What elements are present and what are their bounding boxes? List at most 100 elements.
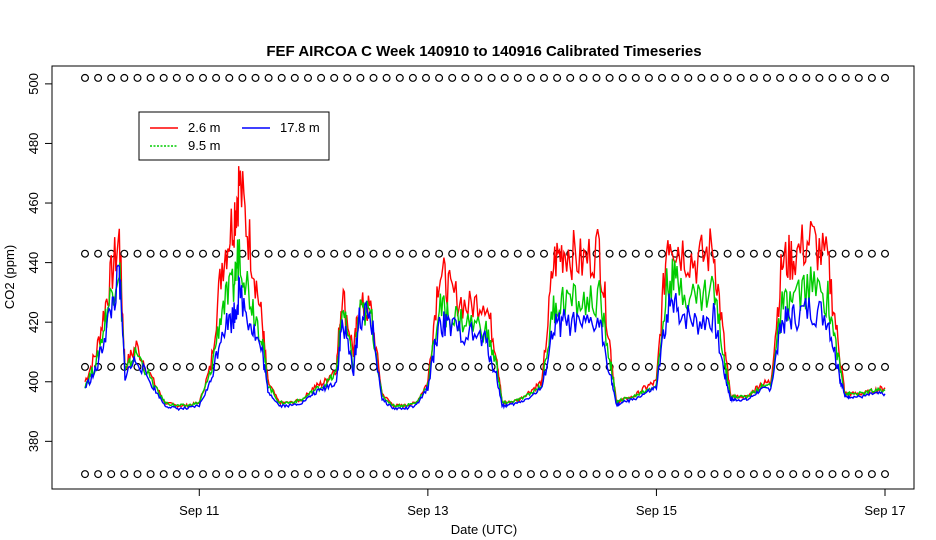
marker-point — [199, 470, 208, 479]
marker-point — [422, 73, 431, 82]
marker-point — [330, 362, 339, 371]
marker-point — [736, 470, 745, 479]
marker-point — [474, 73, 483, 82]
marker-point — [697, 362, 706, 371]
marker-point — [592, 73, 601, 82]
marker-point — [290, 249, 299, 258]
marker-point — [146, 362, 155, 371]
marker-point — [566, 470, 575, 479]
marker-point — [395, 249, 404, 258]
marker-point — [867, 470, 876, 479]
marker-rows — [80, 73, 889, 479]
marker-point — [762, 362, 771, 371]
marker-point — [513, 73, 522, 82]
x-axis-title: Date (UTC) — [451, 522, 517, 537]
marker-point — [80, 73, 89, 82]
marker-point — [710, 249, 719, 258]
marker-point — [867, 249, 876, 258]
marker-point — [776, 362, 785, 371]
marker-point — [644, 470, 653, 479]
marker-point — [631, 249, 640, 258]
marker-point — [435, 470, 444, 479]
marker-point — [710, 362, 719, 371]
marker-point — [343, 470, 352, 479]
marker-point — [487, 470, 496, 479]
marker-point — [749, 73, 758, 82]
marker-point — [526, 73, 535, 82]
marker-point — [343, 362, 352, 371]
marker-point — [566, 73, 575, 82]
marker-point — [749, 249, 758, 258]
marker-point — [526, 249, 535, 258]
marker-point — [723, 249, 732, 258]
marker-point — [146, 470, 155, 479]
marker-point — [579, 470, 588, 479]
marker-point — [199, 73, 208, 82]
marker-point — [461, 362, 470, 371]
marker-point — [539, 73, 548, 82]
marker-point — [828, 249, 837, 258]
chart-title: FEF AIRCOA C Week 140910 to 140916 Calib… — [266, 43, 701, 60]
marker-point — [120, 249, 129, 258]
marker-point — [408, 249, 417, 258]
marker-point — [657, 73, 666, 82]
marker-point — [185, 470, 194, 479]
marker-point — [841, 73, 850, 82]
marker-point — [644, 249, 653, 258]
marker-point — [94, 73, 103, 82]
marker-point — [500, 73, 509, 82]
marker-point — [212, 249, 221, 258]
marker-point — [762, 73, 771, 82]
marker-point — [317, 470, 326, 479]
marker-point — [697, 73, 706, 82]
marker-point — [159, 362, 168, 371]
marker-point — [225, 470, 234, 479]
marker-point — [789, 73, 798, 82]
marker-point — [382, 470, 391, 479]
marker-point — [356, 249, 365, 258]
marker-point — [736, 73, 745, 82]
legend: 2.6 m 9.5 m 17.8 m — [138, 111, 330, 161]
marker-point — [592, 470, 601, 479]
marker-point — [776, 249, 785, 258]
marker-point — [500, 470, 509, 479]
marker-point — [854, 470, 863, 479]
marker-point — [185, 249, 194, 258]
marker-point — [880, 73, 889, 82]
marker-point — [304, 73, 313, 82]
marker-point — [107, 73, 116, 82]
marker-point — [343, 73, 352, 82]
marker-point — [277, 362, 286, 371]
marker-point — [618, 362, 627, 371]
marker-point — [94, 470, 103, 479]
marker-point — [579, 362, 588, 371]
marker-point — [841, 249, 850, 258]
marker-point — [710, 73, 719, 82]
marker-point — [487, 73, 496, 82]
marker-point — [264, 73, 273, 82]
marker-point — [277, 73, 286, 82]
marker-point — [304, 249, 313, 258]
marker-point — [776, 73, 785, 82]
marker-point — [605, 470, 614, 479]
marker-point — [185, 362, 194, 371]
marker-point — [605, 73, 614, 82]
marker-point — [212, 470, 221, 479]
y-tick-label: 440 — [26, 252, 41, 274]
marker-point — [815, 73, 824, 82]
marker-point — [461, 470, 470, 479]
marker-point — [199, 362, 208, 371]
marker-point — [238, 362, 247, 371]
marker-point — [723, 73, 732, 82]
marker-point — [395, 362, 404, 371]
marker-point — [80, 362, 89, 371]
marker-point — [395, 470, 404, 479]
marker-point — [487, 249, 496, 258]
marker-point — [330, 470, 339, 479]
marker-point — [605, 249, 614, 258]
marker-point — [212, 73, 221, 82]
marker-point — [880, 249, 889, 258]
marker-point — [304, 470, 313, 479]
marker-point — [776, 470, 785, 479]
